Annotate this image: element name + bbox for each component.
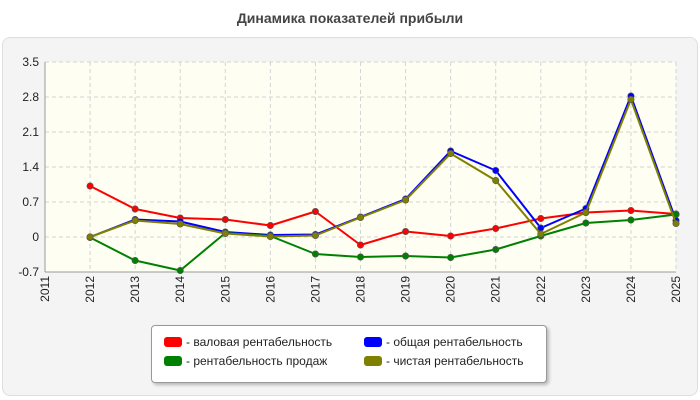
data-point-series-2 xyxy=(627,216,635,224)
data-point-series-2 xyxy=(131,256,139,264)
x-tick-label: 2022 xyxy=(534,276,548,303)
data-point-series-3 xyxy=(402,196,410,204)
data-point-series-3 xyxy=(672,220,680,228)
x-tick-label: 2014 xyxy=(173,276,187,303)
x-tick-label: 2016 xyxy=(263,276,277,303)
y-tick-label: 3.5 xyxy=(22,55,39,69)
data-point-series-2 xyxy=(311,250,319,258)
data-point-series-0 xyxy=(402,228,410,236)
legend-label: - общая рентабельность xyxy=(386,335,523,349)
legend-swatch-total xyxy=(364,337,382,347)
data-point-series-0 xyxy=(266,222,274,230)
data-point-series-3 xyxy=(537,230,545,238)
x-tick-label: 2013 xyxy=(128,276,142,303)
x-tick-label: 2017 xyxy=(308,276,322,303)
x-tick-label: 2011 xyxy=(38,276,52,302)
chart-legend: - валовая рентабельность - общая рентабе… xyxy=(151,325,547,383)
legend-item-sales-profitability: - рентабельность продаж xyxy=(164,353,327,369)
x-tick-label: 2025 xyxy=(669,276,683,303)
data-point-series-2 xyxy=(176,266,184,274)
data-point-series-0 xyxy=(537,215,545,223)
data-point-series-3 xyxy=(627,96,635,104)
series-line-3 xyxy=(89,98,677,238)
x-tick-label: 2023 xyxy=(579,276,593,303)
data-point-series-0 xyxy=(447,232,455,240)
data-point-series-3 xyxy=(582,209,590,217)
legend-item-gross-profitability: - валовая рентабельность xyxy=(164,334,332,350)
legend-item-net-profitability: - чистая рентабельность xyxy=(364,353,523,369)
x-tick-label: 2019 xyxy=(399,276,413,303)
y-tick-label: 1.4 xyxy=(22,160,39,174)
data-point-series-3 xyxy=(356,214,364,222)
data-point-series-1 xyxy=(492,167,500,175)
data-point-series-0 xyxy=(492,225,500,233)
data-point-series-2 xyxy=(492,246,500,254)
series-line-0 xyxy=(89,185,677,246)
y-tick-label: 0 xyxy=(32,230,39,244)
data-point-series-0 xyxy=(221,216,229,224)
data-point-series-0 xyxy=(311,208,319,216)
data-point-series-3 xyxy=(131,217,139,225)
legend-label: - рентабельность продаж xyxy=(186,354,328,368)
x-tick-label: 2012 xyxy=(83,276,97,303)
x-tick-label: 2021 xyxy=(489,276,503,303)
legend-label: - валовая рентабельность xyxy=(186,335,333,349)
x-tick-label: 2018 xyxy=(354,276,368,303)
x-tick-label: 2015 xyxy=(218,276,232,303)
data-point-series-2 xyxy=(356,253,364,261)
legend-label: - чистая рентабельность xyxy=(386,354,524,368)
data-point-series-2 xyxy=(402,252,410,260)
data-point-series-3 xyxy=(492,177,500,185)
data-point-series-0 xyxy=(356,241,364,249)
data-point-series-0 xyxy=(86,182,94,190)
data-point-series-0 xyxy=(627,207,635,215)
y-tick-label: 2.8 xyxy=(22,90,39,104)
data-point-series-3 xyxy=(447,150,455,158)
chart-title: Динамика показателей прибыли xyxy=(236,10,464,26)
legend-item-total-profitability: - общая рентабельность xyxy=(364,334,523,350)
series-line-2 xyxy=(89,213,677,272)
legend-swatch-net xyxy=(364,356,382,366)
y-tick-label: -0.7 xyxy=(18,265,39,279)
x-tick-label: 2020 xyxy=(444,276,458,303)
data-point-series-2 xyxy=(447,254,455,262)
x-tick-label: 2024 xyxy=(624,276,638,303)
legend-swatch-gross xyxy=(164,337,182,347)
data-point-series-2 xyxy=(582,219,590,227)
data-point-series-3 xyxy=(176,220,184,228)
y-tick-label: 0.7 xyxy=(22,195,39,209)
data-point-series-3 xyxy=(266,233,274,241)
y-tick-label: 2.1 xyxy=(22,125,39,139)
data-point-series-3 xyxy=(86,233,94,241)
data-point-series-3 xyxy=(221,230,229,238)
legend-swatch-sales xyxy=(164,356,182,366)
data-point-series-0 xyxy=(131,205,139,213)
data-point-series-3 xyxy=(311,232,319,240)
